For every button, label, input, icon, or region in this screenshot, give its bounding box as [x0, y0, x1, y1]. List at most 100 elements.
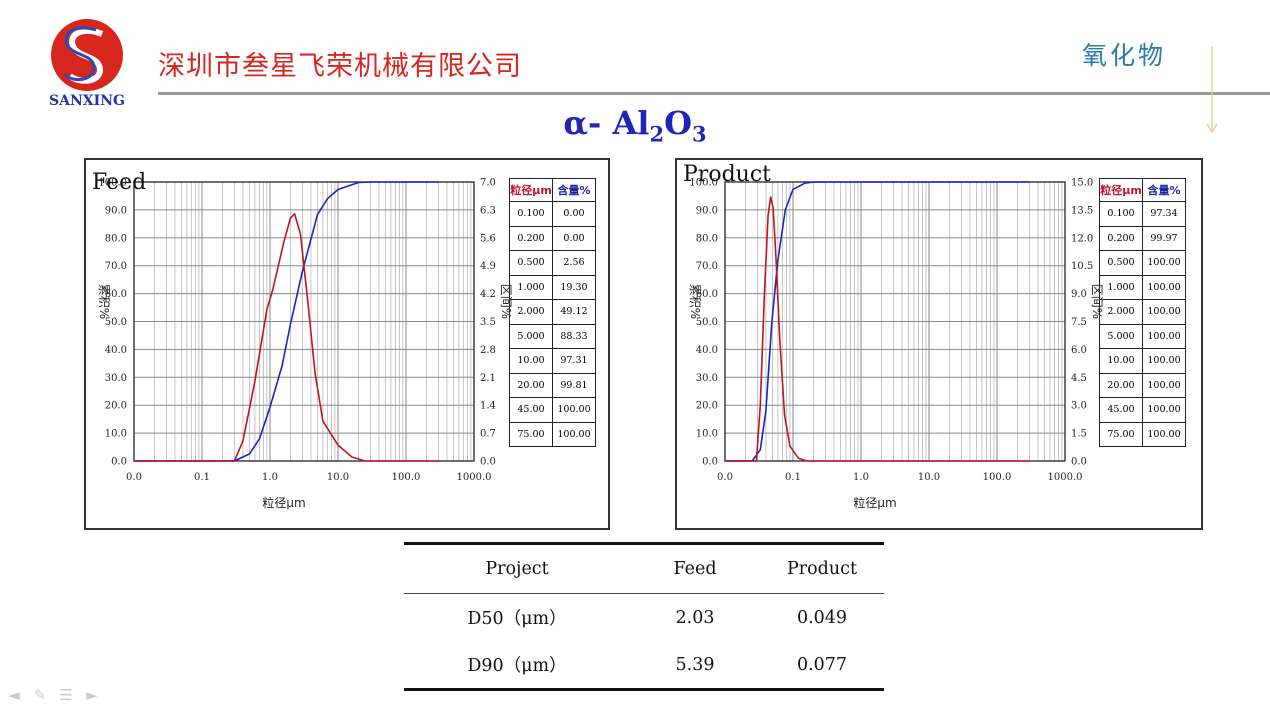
feed-size-table: 粒径μm 含量% 0.100 0.00 0.200 0.00 0.500 2.56 1… [509, 178, 596, 447]
x-tick-label: 1000.0 [457, 472, 492, 483]
table-row: 2.000 49.12 [509, 299, 596, 325]
y2-tick-label: 9.0 [1071, 289, 1087, 300]
x-axis-label: 粒径μm [853, 495, 896, 510]
y-tick-label: 70.0 [105, 261, 127, 272]
y-tick-label: 100.0 [98, 178, 127, 189]
table-cell: 1.000 [1099, 274, 1143, 300]
y2-tick-label: 4.9 [480, 261, 496, 272]
table-cell: 19.30 [552, 274, 596, 300]
y-tick-label: 10.0 [696, 429, 718, 440]
y2-tick-label: 13.5 [1071, 205, 1093, 216]
y-tick-label: 60.0 [696, 289, 718, 300]
y2-tick-label: 6.3 [480, 205, 496, 216]
summary-row: D90（μm） 5.39 0.077 [404, 641, 884, 690]
panel-label: Feed [92, 170, 147, 195]
y2-tick-label: 3.5 [480, 317, 496, 328]
table-row: 0.200 0.00 [509, 225, 596, 251]
table-row: 0.200 99.97 [1099, 225, 1186, 251]
table-cell: 0.100 [509, 201, 553, 227]
table-row: 10.00 100.00 [1099, 348, 1186, 374]
table-row: 45.00 100.00 [1099, 397, 1186, 423]
table-cell: 75.00 [509, 421, 553, 447]
company-name: 深圳市叁星飞荣机械有限公司 [158, 51, 522, 82]
y2-tick-label: 7.0 [480, 178, 496, 189]
table-row: 0.500 100.00 [1099, 250, 1186, 276]
summary-cell: D50（μm） [467, 609, 567, 629]
table-cell: 5.000 [1099, 323, 1143, 349]
table-row: 1.000 19.30 [509, 274, 596, 300]
slide-nav: ◄ ✎ ☰ ► [4, 686, 102, 706]
arrow-left-icon[interactable]: ◄ [8, 686, 20, 704]
table-cell: 100.00 [1142, 323, 1186, 349]
y-tick-label: 50.0 [696, 317, 718, 328]
summary-row: D50（μm） 2.03 0.049 [404, 594, 884, 642]
menu-icon[interactable]: ☰ [59, 686, 73, 704]
series-line [134, 181, 439, 462]
down-arrow-icon [1206, 46, 1218, 134]
y-tick-label: 100.0 [689, 178, 718, 189]
table-cell: 100.00 [1142, 348, 1186, 374]
summary-header: Product [787, 559, 857, 579]
table-cell: 2.56 [552, 250, 596, 276]
y2-tick-label: 4.2 [480, 289, 496, 300]
table-cell: 99.97 [1142, 225, 1186, 251]
feed-chart: 0.0 10.0 20.0 30.0 40.0 50.0 60.0 70.0 80.0 90.0 1… [97, 178, 513, 511]
table-row: 0.100 0.00 [509, 201, 596, 227]
table-cell: 20.00 [509, 372, 553, 398]
y-tick-label: 30.0 [696, 373, 718, 384]
arrow-right-icon[interactable]: ► [86, 686, 98, 704]
y2-tick-label: 2.1 [480, 373, 496, 384]
table-cell: 99.81 [552, 372, 596, 398]
summary-cell: 5.39 [675, 654, 715, 675]
y-tick-label: 90.0 [105, 205, 127, 216]
series-line [134, 213, 439, 462]
table-cell: 100.00 [1142, 274, 1186, 300]
table-row: 75.00 100.00 [509, 421, 596, 447]
summary-cell: 2.03 [675, 607, 715, 628]
grid [133, 181, 475, 462]
table-cell: 0.500 [1099, 250, 1143, 276]
x-tick-label: 10.0 [918, 472, 940, 483]
pen-icon[interactable]: ✎ [33, 686, 47, 704]
summary-cell: 0.077 [796, 654, 848, 675]
page-title: α- Al2O3 [563, 104, 707, 147]
feed-panel: 0.0 10.0 20.0 30.0 40.0 50.0 60.0 70.0 80.0 90.0 1… [84, 158, 610, 530]
header-divider [158, 92, 1270, 95]
x-tick-label: 0.0 [126, 472, 142, 483]
y2-tick-label: 15.0 [1071, 178, 1093, 189]
table-header: 粒径μm [509, 178, 553, 202]
table-cell: 0.200 [1099, 225, 1143, 251]
summary-cell: 0.049 [796, 607, 848, 628]
table-row: 5.000 100.00 [1099, 323, 1186, 349]
y-tick-label: 90.0 [696, 205, 718, 216]
y2-tick-label: 0.0 [1071, 457, 1087, 468]
y-tick-label: 60.0 [105, 289, 127, 300]
table-cell: 0.00 [552, 201, 596, 227]
y-tick-label: 80.0 [696, 233, 718, 244]
x-tick-label: 0.1 [194, 472, 210, 483]
table-cell: 75.00 [1099, 421, 1143, 447]
table-cell: 100.00 [552, 397, 596, 423]
table-row: 20.00 99.81 [509, 372, 596, 398]
product-panel: 0.0 10.0 20.0 30.0 40.0 50.0 60.0 70.0 80.0 90.0 1… [675, 158, 1203, 530]
table-cell: 100.00 [552, 421, 596, 447]
y-tick-label: 10.0 [105, 429, 127, 440]
table-row: 45.00 100.00 [509, 397, 596, 423]
summary-header: Project [485, 559, 549, 579]
plot-frame [133, 181, 475, 462]
table-cell: 88.33 [552, 323, 596, 349]
table-cell: 5.000 [509, 323, 553, 349]
y2-tick-label: 10.5 [1071, 261, 1093, 272]
y-tick-label: 20.0 [105, 401, 127, 412]
table-row: 5.000 88.33 [509, 323, 596, 349]
table-header: 含量% [552, 178, 596, 202]
y2-tick-label: 5.6 [480, 233, 496, 244]
y2-tick-label: 12.0 [1071, 233, 1093, 244]
table-row: 0.500 2.56 [509, 250, 596, 276]
summary-header: Feed [673, 559, 717, 579]
table-cell: 1.000 [509, 274, 553, 300]
table-cell: 45.00 [509, 397, 553, 423]
table-row: 20.00 100.00 [1099, 372, 1186, 398]
table-header: 含量% [1142, 178, 1186, 202]
x-tick-label: 100.0 [392, 472, 421, 483]
